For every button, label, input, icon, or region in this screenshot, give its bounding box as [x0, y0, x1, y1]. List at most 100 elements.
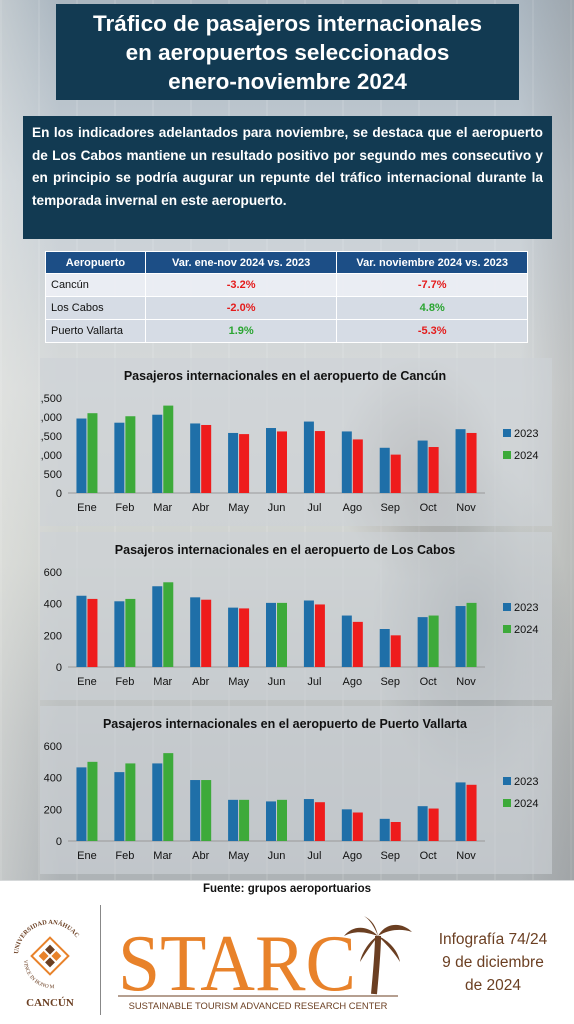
x-tick-label: Jun [268, 502, 286, 514]
x-tick-label: Feb [115, 676, 134, 688]
bar-2023-mar [152, 586, 163, 667]
infographic-number: Infografía 74/24 [438, 931, 548, 948]
bar-2024-abr [201, 424, 212, 493]
airport-name: Cancún [45, 273, 146, 297]
x-tick-label: Ago [343, 502, 363, 514]
x-tick-label: Ene [77, 502, 97, 514]
legend-label-2023: 2023 [514, 602, 538, 614]
bar-2024-nov [466, 784, 477, 841]
bar-2023-nov [455, 429, 466, 493]
bar-2023-ago [341, 809, 352, 841]
x-tick-label: Ago [343, 676, 363, 688]
legend-swatch-2023 [503, 777, 511, 785]
table-row: Cancún -3.2% -7.7% [45, 273, 528, 297]
x-tick-label: Sep [380, 676, 400, 688]
bar-2023-feb [114, 422, 125, 493]
bar-2023-ene [76, 418, 87, 493]
bar-2023-nov [455, 782, 466, 841]
bar-2023-mar [152, 414, 163, 493]
bar-2024-ene [87, 598, 98, 667]
legend-label-2023: 2023 [514, 428, 538, 440]
bar-2024-oct [428, 615, 439, 667]
x-tick-label: Jul [307, 850, 321, 862]
y-tick-label: 2,500 [40, 393, 62, 405]
chart-panel-cancun: Pasajeros internacionales en el aeropuer… [40, 358, 552, 526]
starc-wordmark: STARC [118, 920, 356, 1008]
bar-2023-sep [379, 629, 390, 667]
title-line-1: Tráfico de pasajeros internacionales [93, 11, 482, 36]
ytd-value: 1.9% [144, 319, 338, 343]
x-tick-label: Abr [192, 502, 209, 514]
bar-2024-jul [314, 802, 325, 841]
november-value: -7.7% [336, 273, 528, 297]
title-line-3: enero-noviembre 2024 [168, 69, 407, 94]
bar-2024-jul [314, 431, 325, 493]
bar-2023-jul [303, 421, 314, 493]
bar-2023-may [228, 432, 239, 493]
y-tick-label: 1,000 [40, 450, 62, 462]
y-tick-label: 500 [44, 469, 62, 481]
bar-2024-nov [466, 432, 477, 493]
november-value: -5.3% [336, 319, 528, 343]
november-value: 4.8% [336, 296, 528, 320]
x-tick-label: Feb [115, 850, 134, 862]
bar-2023-abr [190, 780, 201, 841]
y-tick-label: 400 [44, 773, 62, 785]
legend-swatch-2024 [503, 625, 511, 633]
bar-2023-ago [341, 431, 352, 493]
chart-title: Pasajeros internacionales en el aeropuer… [124, 369, 446, 383]
intro-paragraph: En los indicadores adelantados para novi… [23, 116, 552, 239]
title-line-2: en aeropuertos seleccionados [125, 40, 450, 65]
bar-2024-abr [201, 780, 212, 841]
x-tick-label: Sep [380, 850, 400, 862]
header-airport: Aeropuerto [45, 251, 146, 274]
x-tick-label: Mar [153, 676, 172, 688]
bar-2023-nov [455, 606, 466, 667]
ytd-value: -2.0% [144, 296, 338, 320]
table-row: Los Cabos -2.0% 4.8% [45, 296, 528, 320]
bar-2024-mar [163, 405, 174, 493]
legend-swatch-2024 [503, 451, 511, 459]
x-tick-label: Jun [268, 676, 286, 688]
bar-2023-oct [417, 440, 428, 493]
bar-2024-oct [428, 447, 439, 493]
starc-logo: STARC SUSTAINABLE TOURISM ADVANCED RESEA… [118, 916, 412, 1011]
bar-2023-jul [303, 600, 314, 667]
infographic-date: 9 de diciembre [442, 954, 544, 971]
bar-2024-mar [163, 582, 174, 667]
x-tick-label: Mar [153, 502, 172, 514]
chart-los-cabos: Pasajeros internacionales en el aeropuer… [44, 543, 539, 688]
x-tick-label: May [228, 850, 249, 862]
infographic-title: Tráfico de pasajeros internacionales en … [56, 4, 519, 100]
x-tick-label: Nov [456, 502, 476, 514]
chart-panel-los-cabos: Pasajeros internacionales en el aeropuer… [40, 532, 552, 700]
y-tick-label: 200 [44, 630, 62, 642]
bar-2023-mar [152, 763, 163, 841]
bar-2023-abr [190, 597, 201, 667]
x-tick-label: Nov [456, 676, 476, 688]
bar-2024-sep [390, 635, 401, 667]
y-tick-label: 0 [56, 488, 62, 500]
bar-2024-ago [352, 812, 363, 841]
bar-2024-feb [125, 416, 136, 493]
anahuac-logo: UNIVERSIDAD ANÁHUAC VINCE IN BONO MALUM … [10, 912, 81, 1009]
bar-2023-ene [76, 595, 87, 667]
legend-swatch-2023 [503, 603, 511, 611]
x-tick-label: Sep [380, 502, 400, 514]
x-tick-label: Oct [420, 502, 437, 514]
bar-2023-oct [417, 806, 428, 841]
legend-swatch-2024 [503, 799, 511, 807]
univ-campus-text: CANCÚN [26, 997, 74, 1009]
variation-table: Aeropuerto Var. ene-nov 2024 vs. 2023 Va… [45, 251, 528, 343]
bar-2024-jun [277, 431, 287, 493]
bar-2024-abr [201, 599, 212, 667]
x-tick-label: May [228, 502, 249, 514]
x-tick-label: Jul [307, 502, 321, 514]
starc-tagline: SUSTAINABLE TOURISM ADVANCED RESEARCH CE… [129, 1000, 388, 1011]
y-tick-label: 600 [44, 567, 62, 579]
chart-puerto-vallarta: Pasajeros internacionales en el aeropuer… [44, 717, 539, 862]
x-tick-label: Abr [192, 850, 209, 862]
bar-2023-jun [266, 801, 276, 841]
y-tick-label: 1,500 [40, 431, 62, 443]
infographic-info: Infografía 74/24 9 de diciembre de 2024 [418, 928, 568, 997]
